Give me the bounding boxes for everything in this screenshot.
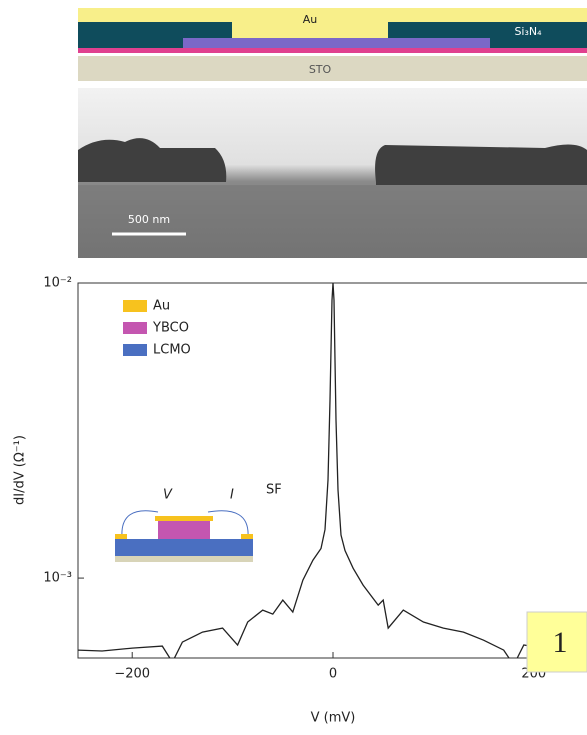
x-tick-label: −200 — [114, 667, 150, 682]
schematic-label: STO — [309, 63, 332, 76]
inset-substrate — [115, 556, 253, 562]
legend-label: YBCO — [152, 321, 189, 336]
scale-bar-label: 500 nm — [128, 213, 170, 226]
si3n4-right — [388, 22, 587, 38]
plot-frame — [78, 283, 587, 658]
legend-swatch — [123, 322, 147, 334]
data-line — [78, 283, 587, 665]
sem-block — [375, 144, 587, 185]
inset-au — [155, 516, 213, 521]
micrograph: 500 nm — [78, 88, 587, 258]
legend-swatch — [123, 300, 147, 312]
ybco-layer — [183, 38, 490, 48]
badge-label: 1 — [553, 626, 568, 659]
inset-device — [115, 511, 253, 562]
legend-swatch — [123, 344, 147, 356]
inset-wire — [122, 511, 158, 537]
si3n4-left — [78, 22, 232, 38]
sto-layer — [78, 56, 587, 81]
inset-label: SF — [266, 483, 282, 498]
x-tick-label: 0 — [329, 667, 337, 682]
lcmo-layer — [78, 48, 587, 53]
y-tick-label: 10⁻² — [43, 276, 72, 291]
inset-label: V — [163, 488, 173, 503]
y-tick-label: 10⁻³ — [43, 571, 72, 586]
inset-wire — [208, 511, 248, 537]
layer-schematic: Au Si₃N₄ STO — [78, 8, 587, 81]
legend-label: Au — [153, 299, 170, 314]
schematic-label: Au — [303, 13, 318, 26]
inset-label: I — [230, 488, 234, 503]
inset-contact — [241, 534, 253, 539]
figure: Au Si₃N₄ STO 500 nm −200020010⁻³10⁻²AuYB… — [0, 0, 587, 735]
inset-lcmo — [115, 539, 253, 556]
inset-contact — [115, 534, 127, 539]
schematic-label: Si₃N₄ — [514, 25, 542, 38]
y-axis-label: dI/dV (Ω⁻¹) — [13, 435, 28, 505]
inset-ybco — [158, 521, 210, 539]
x-axis-label: V (mV) — [311, 711, 356, 726]
legend-label: LCMO — [153, 343, 191, 358]
